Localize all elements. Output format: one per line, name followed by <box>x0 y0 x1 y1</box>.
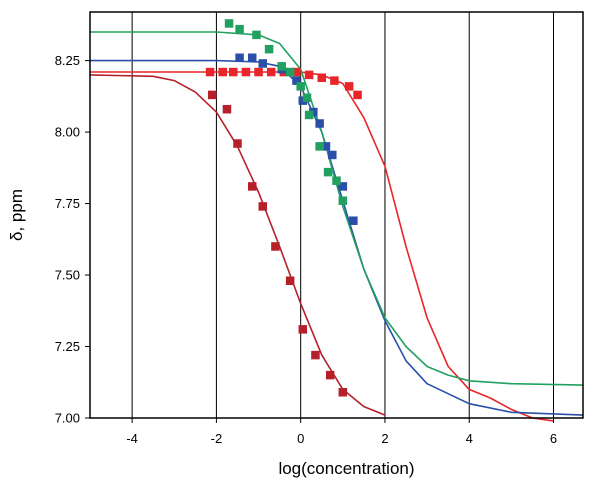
data-point-series-3 <box>321 142 331 151</box>
data-point-series-1 <box>222 104 232 114</box>
data-point-series-2 <box>218 67 227 77</box>
data-point-series-1 <box>233 139 242 148</box>
y-tick-label: 7.50 <box>55 268 80 283</box>
data-point-series-4 <box>315 142 324 151</box>
data-point-series-1 <box>258 202 268 211</box>
tick-layer: -4 -2 0 2 4 6 7.00 7.25 7.50 7.75 8.00 8.25 <box>55 53 557 446</box>
data-point-series-3 <box>292 76 301 85</box>
fit-curve-1 <box>89 74 386 416</box>
x-tick-label: 4 <box>466 431 473 446</box>
data-point-series-4 <box>332 176 341 185</box>
data-point-series-2 <box>241 67 251 77</box>
data-point-series-3 <box>247 53 257 62</box>
data-point-series-2 <box>292 67 301 77</box>
data-point-series-1 <box>285 276 295 286</box>
data-point-series-4 <box>338 196 348 205</box>
y-tick-label: 7.25 <box>55 339 80 354</box>
grid-layer <box>131 12 555 418</box>
data-point-series-1 <box>325 370 335 380</box>
data-point-series-2 <box>344 82 354 91</box>
data-point-series-2 <box>205 67 215 77</box>
data-point-series-4 <box>252 30 261 40</box>
data-point-series-4 <box>302 93 312 103</box>
x-tick-label: 6 <box>550 431 557 446</box>
data-point-series-4 <box>296 82 305 91</box>
data-point-series-1 <box>311 350 320 360</box>
data-point-series-2 <box>330 76 339 85</box>
data-point-series-1 <box>271 242 280 251</box>
data-point-series-1 <box>298 325 308 334</box>
y-axis-title: δ, ppm <box>7 189 26 241</box>
data-point-series-3 <box>315 119 324 128</box>
marker-layer <box>205 19 362 397</box>
plot-frame <box>89 11 584 419</box>
data-point-series-4 <box>235 24 244 34</box>
data-point-series-4 <box>277 62 286 71</box>
fit-curve-4 <box>90 31 584 386</box>
data-point-series-2 <box>304 70 314 80</box>
data-point-series-3 <box>328 150 337 160</box>
data-point-series-4 <box>264 44 274 54</box>
data-point-series-2 <box>254 67 263 77</box>
y-tick-label: 7.00 <box>55 411 80 426</box>
data-point-series-2 <box>229 67 238 77</box>
data-point-series-3 <box>338 182 348 191</box>
data-point-series-2 <box>353 90 362 100</box>
y-tick-label: 8.00 <box>55 125 80 140</box>
data-point-series-4 <box>285 67 295 77</box>
data-point-series-4 <box>323 167 333 177</box>
data-point-series-2 <box>317 73 327 83</box>
data-point-series-4 <box>224 19 234 28</box>
data-point-series-1 <box>338 388 348 397</box>
data-point-series-1 <box>247 182 257 191</box>
x-tick-label: -2 <box>211 431 223 446</box>
data-point-series-4 <box>304 110 314 120</box>
y-tick-label: 7.75 <box>55 196 80 211</box>
x-tick-label: 2 <box>381 431 388 446</box>
data-point-series-2 <box>266 67 276 77</box>
y-tick-label: 8.25 <box>55 53 80 68</box>
x-tick-label: -4 <box>126 431 138 446</box>
data-point-series-1 <box>207 90 217 100</box>
fit-curve-3 <box>90 59 584 416</box>
data-point-series-3 <box>258 59 268 68</box>
x-axis-title: log(concentration) <box>278 459 414 478</box>
data-point-series-3 <box>235 53 244 62</box>
x-tick-label: 0 <box>297 431 304 446</box>
curve-layer <box>89 31 584 422</box>
data-point-series-3 <box>349 216 358 225</box>
